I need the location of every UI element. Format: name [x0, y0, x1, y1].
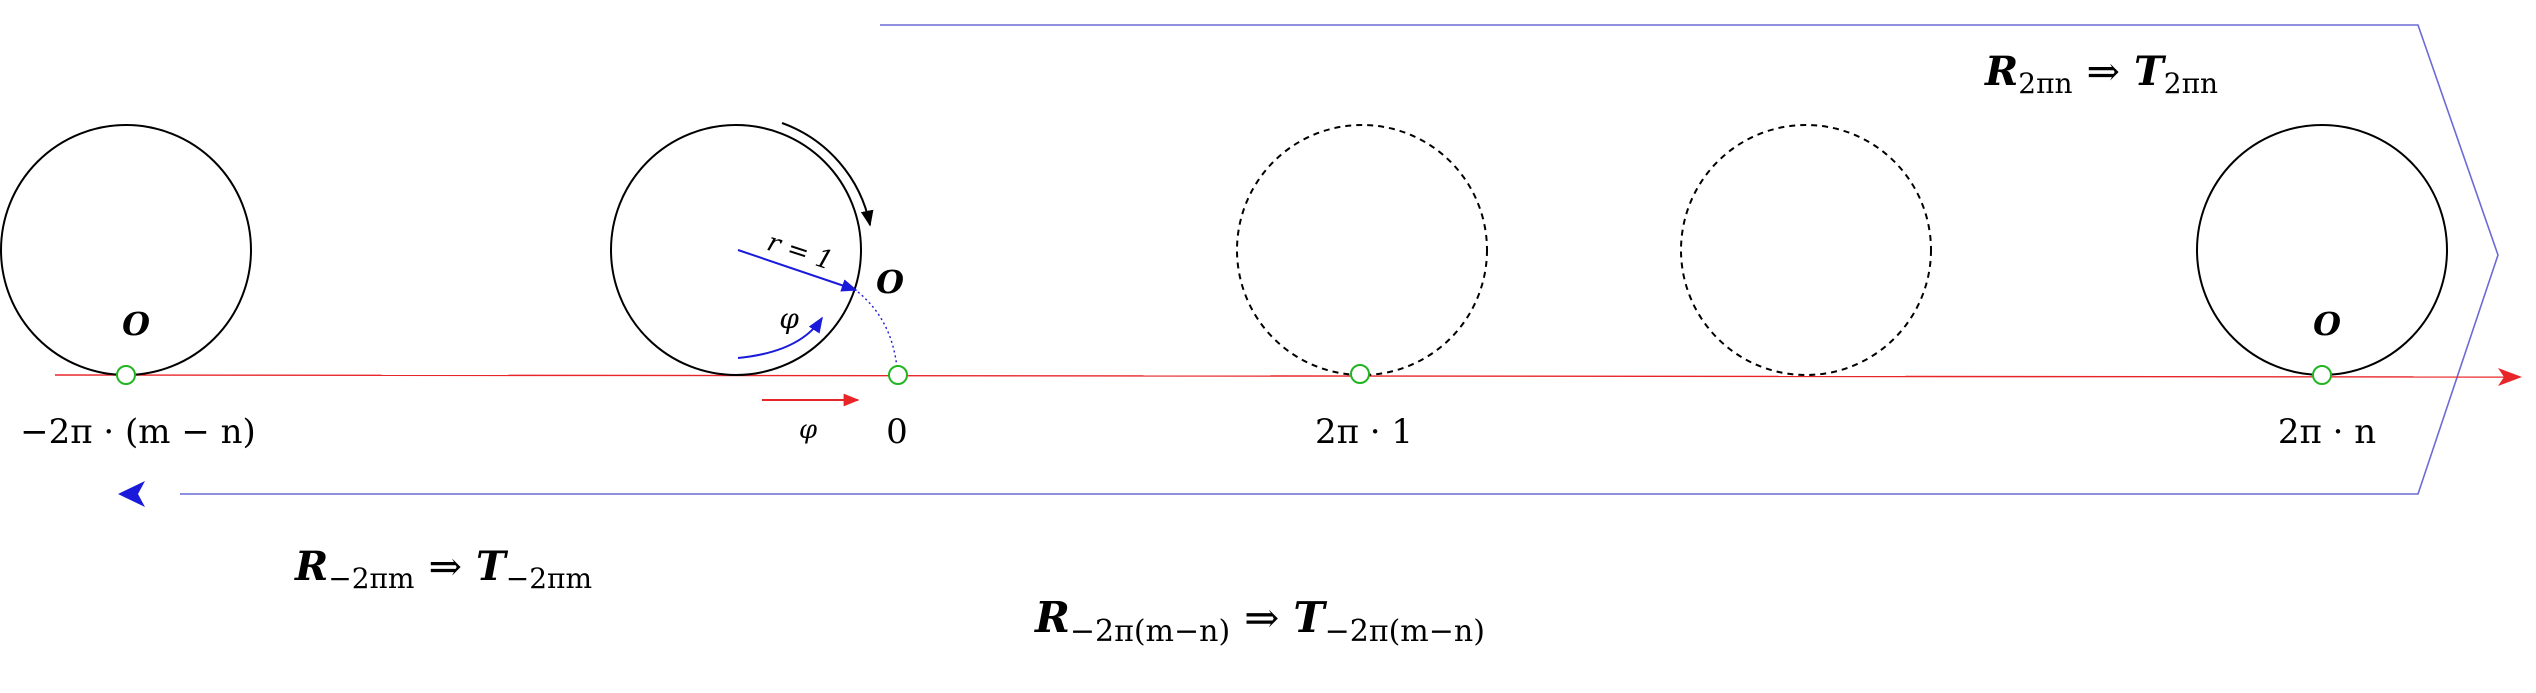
origin-label-left: O	[122, 305, 150, 343]
contact-point-one	[1350, 364, 1370, 384]
axis-arrowhead	[2498, 368, 2522, 386]
tick-label-n: 2π · n	[2278, 412, 2376, 452]
cycloid-trace	[857, 291, 898, 369]
upper-bracket-line	[180, 24, 2499, 495]
lower-bracket-arrowhead	[118, 481, 145, 507]
annotation-upper-right: R2πn ⇒ T2πn	[1984, 48, 2218, 100]
tick-label-left: −2π · (m − n)	[20, 412, 256, 452]
angle-label: φ	[779, 302, 799, 335]
origin-label-right: O	[2313, 305, 2341, 343]
circle-dashed-2	[1680, 124, 1932, 376]
contact-point-n	[2312, 365, 2332, 385]
annotation-lower-left: R−2πm ⇒ T−2πm	[294, 543, 592, 595]
tick-label-zero: 0	[886, 412, 908, 452]
origin-label-middle: O	[876, 263, 904, 301]
radius-arrow	[737, 249, 858, 292]
contact-point-left	[116, 365, 136, 385]
real-axis	[54, 374, 2506, 378]
contact-point-zero	[888, 365, 908, 385]
rotation-arrow	[781, 122, 874, 227]
angle-arrow	[737, 316, 823, 359]
circle-rolling	[610, 124, 862, 376]
annotation-bottom: R−2π(m−n) ⇒ T−2π(m−n)	[1034, 593, 1485, 649]
circle-dashed-1	[1236, 124, 1488, 376]
tick-label-one: 2π · 1	[1315, 412, 1413, 452]
radius-label: r = 1	[763, 227, 836, 276]
shift-label: φ	[799, 415, 818, 445]
